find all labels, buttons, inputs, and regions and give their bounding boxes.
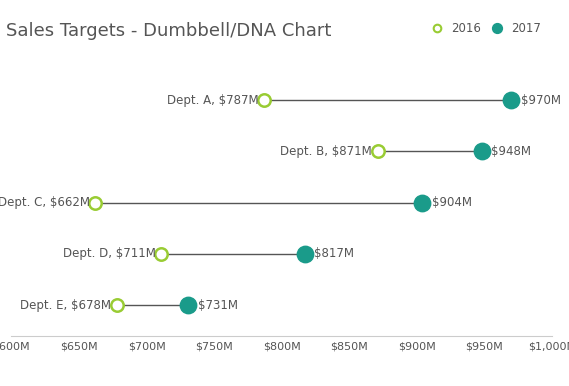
Point bbox=[90, 200, 100, 206]
Text: $904M: $904M bbox=[432, 196, 472, 209]
Point bbox=[373, 148, 382, 154]
Text: Dept. C, $662M: Dept. C, $662M bbox=[0, 196, 90, 209]
Point bbox=[259, 97, 269, 103]
Text: Dept. B, $871M: Dept. B, $871M bbox=[281, 145, 372, 158]
Point bbox=[112, 302, 121, 308]
Point bbox=[477, 148, 486, 154]
Text: $817M: $817M bbox=[314, 247, 354, 261]
Point bbox=[507, 97, 516, 103]
Point bbox=[300, 251, 309, 257]
Text: $948M: $948M bbox=[491, 145, 531, 158]
Text: Dept. D, $711M: Dept. D, $711M bbox=[63, 247, 156, 261]
Text: $970M: $970M bbox=[521, 94, 561, 107]
Text: $731M: $731M bbox=[198, 299, 238, 312]
Legend: 2016, 2017: 2016, 2017 bbox=[420, 17, 546, 39]
Text: Sales Targets - Dumbbell/DNA Chart: Sales Targets - Dumbbell/DNA Chart bbox=[6, 22, 331, 39]
Point bbox=[418, 200, 427, 206]
Point bbox=[184, 302, 193, 308]
Text: Dept. A, $787M: Dept. A, $787M bbox=[167, 94, 259, 107]
Text: Dept. E, $678M: Dept. E, $678M bbox=[20, 299, 112, 312]
Point bbox=[157, 251, 166, 257]
